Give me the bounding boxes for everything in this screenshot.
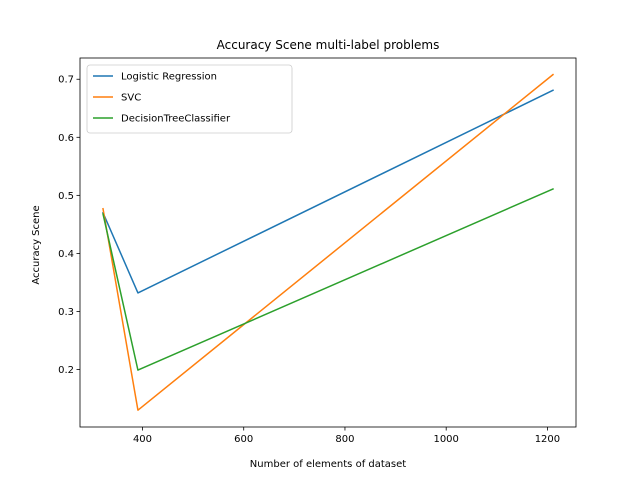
y-tick-label: 0.4 (58, 249, 74, 260)
series-lines (102, 73, 555, 411)
series-line-decisiontreeclassifier (102, 187, 554, 371)
x-tick-label: 1200 (535, 434, 560, 445)
series-line-logistic-regression (102, 89, 554, 294)
x-tick-label: 1000 (433, 434, 458, 445)
y-tick-label: 0.6 (58, 133, 74, 144)
y-tick-label: 0.3 (58, 307, 74, 318)
x-tick-label: 800 (335, 434, 354, 445)
y-tick-label: 0.7 (58, 75, 74, 86)
y-axis-ticks: 0.2 0.3 0.4 0.5 0.6 0.7 (58, 75, 80, 376)
x-tick-label: 400 (133, 434, 152, 445)
legend-entry-label: Logistic Regression (121, 72, 217, 83)
y-axis-label: Accuracy Scene (31, 205, 42, 284)
legend-entry-label: SVC (121, 93, 141, 104)
chart-title: Accuracy Scene multi-label problems (217, 38, 440, 52)
x-axis-ticks: 400 600 800 1000 1200 (133, 427, 560, 445)
y-tick-label: 0.5 (58, 191, 74, 202)
legend-box (86, 64, 293, 134)
x-axis-label: Number of elements of dataset (250, 459, 406, 470)
legend: Logistic Regression SVC DecisionTreeClassi… (86, 64, 293, 134)
x-tick-label: 600 (234, 434, 253, 445)
y-tick-label: 0.2 (58, 365, 74, 376)
legend-entry-label: DecisionTreeClassifier (121, 114, 231, 125)
axes-frame (79, 57, 577, 428)
series-line-svc (102, 73, 555, 411)
axes-spines (79, 57, 577, 428)
